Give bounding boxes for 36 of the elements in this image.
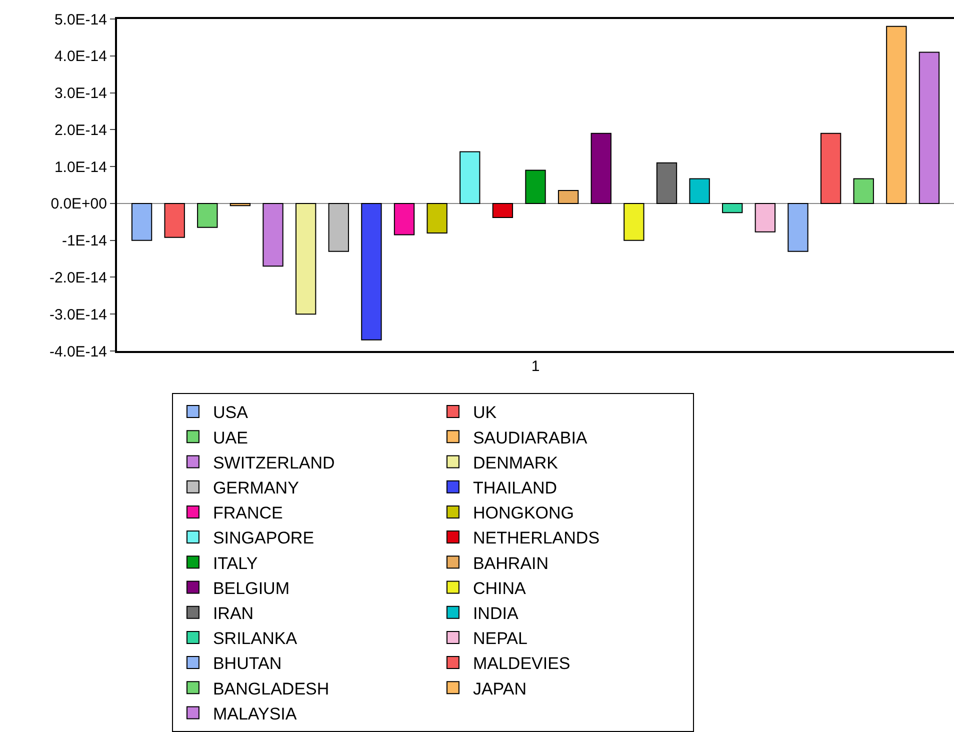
legend-label: BELGIUM [212,578,290,598]
y-tick-label: -4.0E-14 [49,343,107,360]
legend-label: SINGAPORE [212,528,314,548]
legend-label: CHINA [472,578,527,598]
y-tick-label: -2.0E-14 [49,269,107,286]
legend-label: UAE [212,428,248,448]
legend-label: SWITZERLAND [212,453,335,472]
legend-label: BANGLADESH [212,679,330,698]
legend-label: GERMANY [212,478,299,498]
legend-label: FRANCE [212,504,283,523]
legend-label: SRILANKA [212,629,298,648]
legend-label: DENMARK [472,453,559,472]
legend-label: BAHRAIN [472,554,549,573]
legend-label: UK [472,403,498,422]
legend-label: SAUDIARABIA [472,428,588,448]
y-tick-label: -1E-14 [62,232,107,250]
y-tick-label: 4.0E-14 [54,48,107,66]
legend-label: NETHERLANDS [472,528,600,548]
legend-label: HONGKONG [472,504,574,523]
y-tick-label: 0.0E+00 [50,196,107,213]
legend-label: BHUTAN [212,654,282,674]
y-tick-label: 5.0E-14 [54,11,107,28]
legend-label: IRAN [212,604,254,623]
legend-label: USA [212,403,249,422]
y-tick-label: 1.0E-14 [54,158,107,176]
legend-label: ITALY [212,554,258,573]
x-tick-label: 1 [531,358,540,375]
legend-label: MALAYSIA [212,704,298,724]
legend-label: NEPAL [472,629,528,648]
y-tick-label: -3.0E-14 [49,306,107,324]
y-tick-label: 2.0E-14 [54,122,107,139]
legend-label: JAPAN [472,679,527,698]
legend-label: MALDEVIES [472,654,570,674]
legend-label: INDIA [472,604,519,623]
y-tick-label: 3.0E-14 [54,85,107,102]
legend-label: THAILAND [472,478,558,498]
